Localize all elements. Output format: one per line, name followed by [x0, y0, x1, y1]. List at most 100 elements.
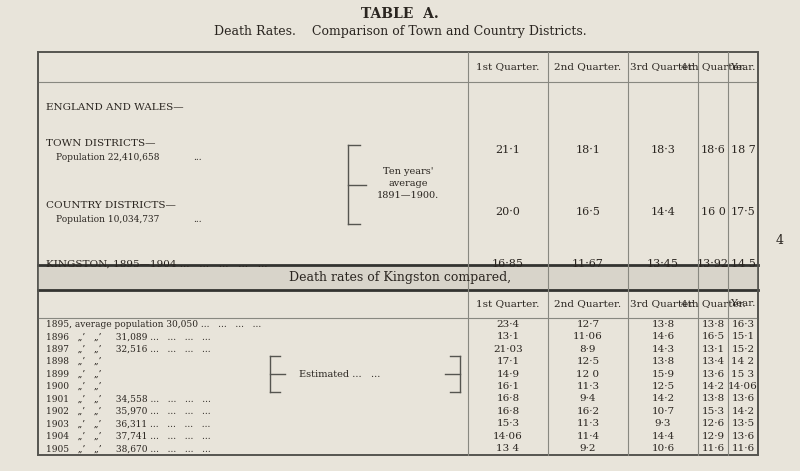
Text: 10·7: 10·7 [651, 407, 674, 416]
Text: 2nd Quarter.: 2nd Quarter. [554, 300, 622, 309]
Text: 16 0: 16 0 [701, 207, 726, 217]
Text: 1895, average population 30,050 ...   ...   ...   ...: 1895, average population 30,050 ... ... … [46, 320, 262, 329]
Text: Death Rates.    Comparison of Town and Country Districts.: Death Rates. Comparison of Town and Coun… [214, 25, 586, 39]
Text: 1891—1900.: 1891—1900. [377, 190, 439, 200]
Text: Ten years': Ten years' [382, 167, 434, 176]
Text: 1902   „’   „’     35,970 ...   ...   ...   ...: 1902 „’ „’ 35,970 ... ... ... ... [46, 407, 210, 416]
Text: 17·1: 17·1 [497, 357, 519, 366]
Text: 14·3: 14·3 [651, 345, 674, 354]
Text: 1901   „’   „’     34,558 ...   ...   ...   ...: 1901 „’ „’ 34,558 ... ... ... ... [46, 394, 211, 404]
Text: 16·1: 16·1 [497, 382, 519, 391]
Bar [38, 265, 758, 290]
Text: 12·9: 12·9 [702, 432, 725, 441]
Text: Population 10,034,737: Population 10,034,737 [56, 216, 159, 225]
Text: 4: 4 [776, 234, 784, 246]
Text: 1905   „’   „’     38,670 ...   ...   ...   ...: 1905 „’ „’ 38,670 ... ... ... ... [46, 444, 210, 453]
Text: 14·06: 14·06 [728, 382, 758, 391]
Text: 17·5: 17·5 [730, 207, 755, 217]
Text: 14 5: 14 5 [730, 259, 755, 269]
Text: 16·3: 16·3 [731, 320, 754, 329]
Text: 13·8: 13·8 [651, 320, 674, 329]
Text: 15·3: 15·3 [702, 407, 725, 416]
Text: 13·8: 13·8 [651, 357, 674, 366]
Text: 11·3: 11·3 [577, 382, 599, 391]
Text: 18·3: 18·3 [650, 145, 675, 155]
Text: 16·85: 16·85 [492, 259, 524, 269]
Text: 11·4: 11·4 [577, 432, 599, 441]
Text: 8·9: 8·9 [580, 345, 596, 354]
Text: 10·6: 10·6 [651, 444, 674, 453]
Text: Year.: Year. [730, 300, 756, 309]
Text: 13·1: 13·1 [497, 332, 519, 341]
Text: Population 22,410,658: Population 22,410,658 [56, 154, 159, 162]
Text: 1896   „’   „’     31,089 ...   ...   ...   ...: 1896 „’ „’ 31,089 ... ... ... ... [46, 332, 210, 341]
Text: Year.: Year. [730, 63, 756, 72]
Text: 12·6: 12·6 [702, 419, 725, 428]
Text: 15·3: 15·3 [497, 419, 519, 428]
Text: 14·06: 14·06 [493, 432, 523, 441]
Text: 9·3: 9·3 [654, 419, 671, 428]
Text: 20·0: 20·0 [495, 207, 521, 217]
Text: 1898   „’   „’: 1898 „’ „’ [46, 357, 102, 366]
Text: 1st Quarter.: 1st Quarter. [476, 63, 540, 72]
Text: 13·6: 13·6 [731, 432, 754, 441]
Text: 14·2: 14·2 [702, 382, 725, 391]
Text: 12·5: 12·5 [577, 357, 599, 366]
Text: 1897   „’   „’     32,516 ...   ...   ...   ...: 1897 „’ „’ 32,516 ... ... ... ... [46, 345, 210, 354]
Text: 14·2: 14·2 [731, 407, 754, 416]
Text: TABLE  A.: TABLE A. [361, 7, 439, 21]
Text: 14 2: 14 2 [731, 357, 754, 366]
Text: 16·5: 16·5 [702, 332, 725, 341]
Text: 3rd Quarter.: 3rd Quarter. [630, 300, 696, 309]
Text: 18·6: 18·6 [701, 145, 726, 155]
Text: 15·2: 15·2 [731, 345, 754, 354]
Text: 23·4: 23·4 [497, 320, 519, 329]
Text: 16·2: 16·2 [577, 407, 599, 416]
Text: 13·5: 13·5 [731, 419, 754, 428]
Text: COUNTRY DISTRICTS—: COUNTRY DISTRICTS— [46, 201, 176, 210]
Text: 11·6: 11·6 [702, 444, 725, 453]
Text: 13·4: 13·4 [702, 357, 725, 366]
Text: 1899   „’   „’: 1899 „’ „’ [46, 370, 102, 379]
Text: ENGLAND AND WALES—: ENGLAND AND WALES— [46, 103, 184, 112]
Text: 11·6: 11·6 [731, 444, 754, 453]
Text: 21·1: 21·1 [495, 145, 521, 155]
Text: 14·2: 14·2 [651, 394, 674, 404]
Text: TOWN DISTRICTS—: TOWN DISTRICTS— [46, 138, 155, 147]
Text: ...: ... [193, 216, 202, 225]
Text: 14·6: 14·6 [651, 332, 674, 341]
Text: 1900   „’   „’: 1900 „’ „’ [46, 382, 102, 391]
Text: 4th Quarter.: 4th Quarter. [681, 63, 746, 72]
Text: 13·8: 13·8 [702, 320, 725, 329]
Text: 1903   „’   „’     36,311 ...   ...   ...   ...: 1903 „’ „’ 36,311 ... ... ... ... [46, 419, 210, 428]
Text: 1st Quarter.: 1st Quarter. [476, 300, 540, 309]
Text: 13 4: 13 4 [497, 444, 519, 453]
Text: 3rd Quarter.: 3rd Quarter. [630, 63, 696, 72]
Text: 4th Quarter.: 4th Quarter. [681, 300, 746, 309]
Text: 12·5: 12·5 [651, 382, 674, 391]
Text: 16·5: 16·5 [575, 207, 601, 217]
Text: KINGSTON, 1895—1904 ...   ...   ...   ...   ...: KINGSTON, 1895—1904 ... ... ... ... ... [46, 260, 267, 268]
Text: Estimated ...   ...: Estimated ... ... [299, 370, 381, 379]
Text: 15·9: 15·9 [651, 370, 674, 379]
Text: 2nd Quarter.: 2nd Quarter. [554, 63, 622, 72]
Text: Death rates of Kingston compared,: Death rates of Kingston compared, [289, 271, 511, 284]
Text: 14·4: 14·4 [651, 432, 674, 441]
Text: 15·1: 15·1 [731, 332, 754, 341]
Text: 12 0: 12 0 [577, 370, 599, 379]
Text: 16·8: 16·8 [497, 407, 519, 416]
Text: 18·1: 18·1 [575, 145, 601, 155]
Text: 13·1: 13·1 [702, 345, 725, 354]
Text: 13·8: 13·8 [702, 394, 725, 404]
Text: 11·06: 11·06 [573, 332, 603, 341]
Text: 13·6: 13·6 [702, 370, 725, 379]
Text: 13·45: 13·45 [647, 259, 679, 269]
Text: 13·92: 13·92 [697, 259, 729, 269]
Text: 9·2: 9·2 [580, 444, 596, 453]
Text: 11·67: 11·67 [572, 259, 604, 269]
Text: 12·7: 12·7 [577, 320, 599, 329]
Text: 1904   „’   „’     37,741 ...   ...   ...   ...: 1904 „’ „’ 37,741 ... ... ... ... [46, 432, 210, 441]
Text: 21·03: 21·03 [493, 345, 523, 354]
Text: 13·6: 13·6 [731, 394, 754, 404]
Text: 18 7: 18 7 [730, 145, 755, 155]
